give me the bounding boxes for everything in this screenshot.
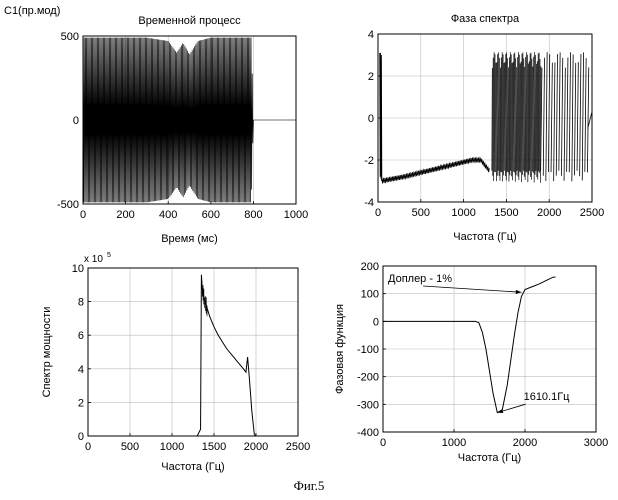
annotation-arrowhead	[515, 289, 522, 294]
x-axis-label: Частота (Гц)	[161, 461, 224, 473]
figure-caption: Фиг.5	[293, 478, 325, 493]
x-tick-label: 2500	[286, 441, 310, 453]
series-segment	[491, 52, 542, 183]
annotation-arrowhead	[497, 409, 504, 413]
y-tick-label: 4	[368, 29, 374, 41]
corner-label: С1(пр.мод)	[4, 5, 60, 17]
chart-phase-function: 0 1000 2000 3000 -400 -300 -200 -100 0 100 200 Част…	[334, 261, 608, 464]
y-multiplier-exponent: 5	[107, 252, 111, 259]
x-tick-label: 1000	[451, 207, 475, 219]
y-tick-label: -100	[357, 344, 379, 356]
annotation-arrow	[422, 285, 522, 293]
annotation-label: 1610.1Гц	[524, 391, 571, 403]
x-axis-label: Частота (Гц)	[458, 452, 521, 464]
y-tick-label: 6	[78, 330, 84, 342]
x-tick-label: 2500	[580, 207, 604, 219]
x-tick-label: 0	[80, 209, 86, 221]
x-tick-label: 0	[85, 441, 91, 453]
annotation-label: Доплер - 1%	[388, 273, 452, 285]
series-line	[82, 37, 254, 203]
y-tick-label: -2	[364, 155, 374, 167]
y-tick-label: -400	[357, 427, 379, 439]
plot-frame	[377, 33, 593, 203]
series-line	[383, 276, 556, 414]
x-tick-label: 800	[244, 209, 262, 221]
y-tick-label: 0	[368, 113, 374, 125]
x-tick-label: 1500	[494, 207, 518, 219]
plot-frame	[82, 35, 297, 205]
y-axis-label: Спектр мощности	[41, 307, 53, 398]
x-tick-label: 1500	[202, 441, 226, 453]
series-segment	[381, 156, 490, 185]
chart-title: Временной процесс	[138, 15, 241, 27]
x-tick-label: 0	[375, 207, 381, 219]
plot-frame	[87, 267, 299, 437]
series-segment	[587, 111, 593, 129]
x-axis-label: Время (мс)	[161, 233, 218, 245]
x-tick-label: 200	[116, 209, 134, 221]
x-axis-label: Частота (Гц)	[453, 231, 516, 243]
x-tick-label: 500	[412, 207, 430, 219]
y-multiplier-label: x 10	[84, 254, 103, 265]
x-tick-label: 0	[380, 437, 386, 449]
y-axis-label: Фазовая функция	[334, 304, 346, 394]
y-tick-label: 0	[373, 316, 379, 328]
x-tick-label: 2000	[513, 437, 537, 449]
y-tick-label: 2	[78, 397, 84, 409]
x-tick-label: 1000	[442, 437, 466, 449]
x-tick-label: 2000	[537, 207, 561, 219]
x-tick-label: 1000	[160, 441, 184, 453]
chart-title: Фаза спектра	[451, 13, 520, 25]
series-segment	[540, 52, 590, 182]
x-tick-label: 1000	[284, 209, 308, 221]
series-segment	[379, 52, 383, 182]
series-noise-band	[201, 285, 208, 317]
y-tick-label: 0	[73, 115, 79, 127]
x-tick-label: 3000	[584, 437, 608, 449]
x-tick-label: 500	[121, 441, 139, 453]
chart-power-spectrum: 0 500 1000 1500 2000 2500 0 2 4 6 8 10 Частота (Гц) С…	[41, 252, 310, 473]
y-tick-label: -300	[357, 399, 379, 411]
x-tick-label: 2000	[244, 441, 268, 453]
y-tick-label: -4	[364, 197, 374, 209]
y-tick-label: 2	[368, 71, 374, 83]
series-line	[88, 274, 298, 437]
y-tick-label: 100	[361, 289, 379, 301]
y-tick-label: 8	[78, 297, 84, 309]
y-tick-label: 10	[72, 263, 84, 275]
y-tick-label: 0	[78, 431, 84, 443]
x-tick-label: 600	[202, 209, 220, 221]
y-tick-label: -200	[357, 372, 379, 384]
y-tick-label: 4	[78, 364, 84, 376]
plot-frame	[382, 265, 597, 433]
x-tick-label: 400	[159, 209, 177, 221]
chart-spectrum-phase: 0 500 1000 1500 2000 2500 -4 -2 0 2 4 Фаза спектра Ч…	[364, 13, 604, 243]
y-tick-label: -500	[57, 199, 79, 211]
y-tick-label: 500	[61, 31, 79, 43]
y-tick-label: 200	[361, 261, 379, 273]
plot-background	[88, 268, 298, 436]
